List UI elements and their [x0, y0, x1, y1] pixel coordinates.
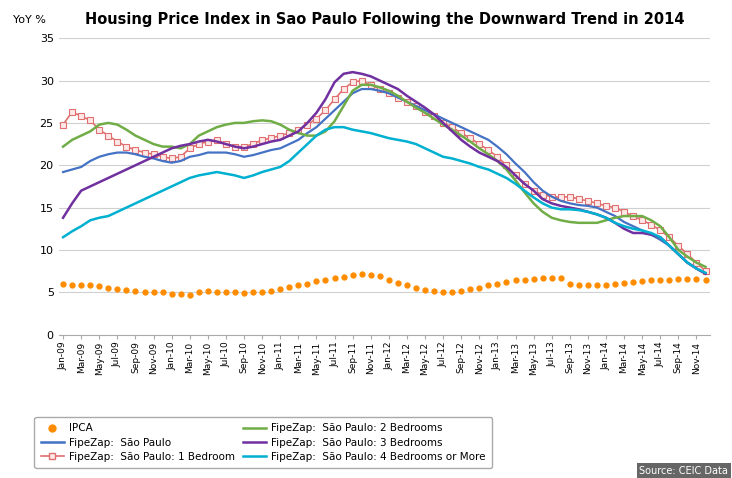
Title: Housing Price Index in Sao Paulo Following the Downward Trend in 2014: Housing Price Index in Sao Paulo Followi… [85, 12, 684, 27]
Text: Source: CEIC Data: Source: CEIC Data [640, 466, 728, 476]
Text: YoY %: YoY % [13, 14, 46, 24]
Legend: IPCA, FipeZap:  São Paulo, FipeZap:  São Paulo: 1 Bedroom, FipeZap:  São Paulo: : IPCA, FipeZap: São Paulo, FipeZap: São P… [34, 417, 492, 468]
